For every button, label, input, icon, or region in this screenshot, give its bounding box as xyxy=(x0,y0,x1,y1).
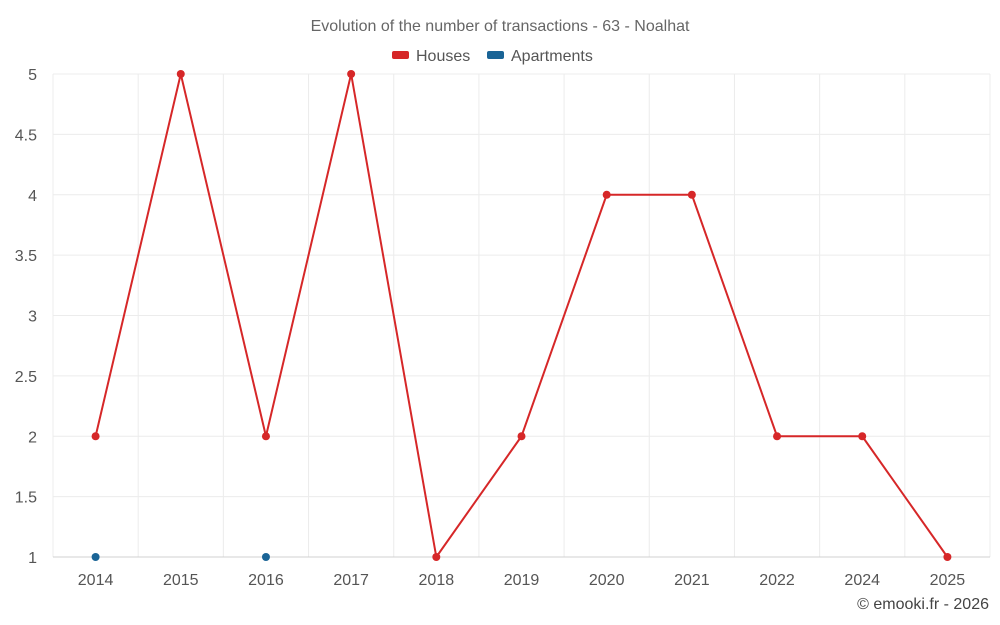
x-tick-label: 2015 xyxy=(163,572,199,589)
series xyxy=(91,70,952,561)
data-point[interactable] xyxy=(261,553,270,561)
x-tick-label: 2018 xyxy=(419,572,455,589)
data-point[interactable] xyxy=(176,70,185,78)
series-apartments xyxy=(91,553,270,561)
y-tick-label: 3.5 xyxy=(15,248,37,265)
data-point[interactable] xyxy=(91,553,100,561)
legend-swatch-houses xyxy=(392,51,409,59)
legend: Houses Apartments xyxy=(392,48,593,65)
data-point[interactable] xyxy=(943,553,952,561)
data-point[interactable] xyxy=(687,190,696,199)
y-tick-label: 1 xyxy=(28,550,37,567)
x-tick-label: 2019 xyxy=(504,572,540,589)
x-tick-label: 2020 xyxy=(589,572,625,589)
x-tick-label: 2021 xyxy=(674,572,710,589)
legend-label-houses: Houses xyxy=(416,48,470,65)
x-axis: 2014 2015 2016 2017 2018 2019 2020 2021 2022 2024… xyxy=(53,556,990,589)
y-tick-label: 3 xyxy=(28,309,37,326)
grid xyxy=(52,73,991,558)
y-tick-label: 1.5 xyxy=(15,490,37,507)
x-tick-label: 2025 xyxy=(930,572,966,589)
x-tick-label: 2016 xyxy=(248,572,284,589)
data-point[interactable] xyxy=(432,553,441,561)
legend-swatch-apartments xyxy=(487,51,504,59)
data-point[interactable] xyxy=(347,70,356,78)
data-point[interactable] xyxy=(261,432,270,441)
data-point[interactable] xyxy=(517,432,526,441)
y-tick-label: 4 xyxy=(28,188,37,205)
credit-text: © emooki.fr - 2026 xyxy=(857,596,989,613)
x-tick-label: 2017 xyxy=(333,572,369,589)
y-axis: 1 1.5 2 2.5 3 3.5 4 4.5 5 xyxy=(15,67,37,567)
chart-title: Evolution of the number of transactions … xyxy=(311,18,690,35)
y-tick-label: 4.5 xyxy=(15,127,37,144)
y-tick-label: 2 xyxy=(28,429,37,446)
y-tick-label: 2.5 xyxy=(15,369,37,386)
data-point[interactable] xyxy=(858,432,867,441)
data-point[interactable] xyxy=(602,190,611,199)
x-tick-label: 2024 xyxy=(844,572,880,589)
x-tick-label: 2022 xyxy=(759,572,795,589)
x-tick-label: 2014 xyxy=(78,572,114,589)
data-point[interactable] xyxy=(91,432,100,441)
legend-item-apartments[interactable]: Apartments xyxy=(487,48,593,65)
legend-item-houses[interactable]: Houses xyxy=(392,48,470,65)
legend-label-apartments: Apartments xyxy=(511,48,593,65)
series-houses xyxy=(91,70,952,561)
y-tick-label: 5 xyxy=(28,67,37,84)
data-point[interactable] xyxy=(773,432,782,441)
